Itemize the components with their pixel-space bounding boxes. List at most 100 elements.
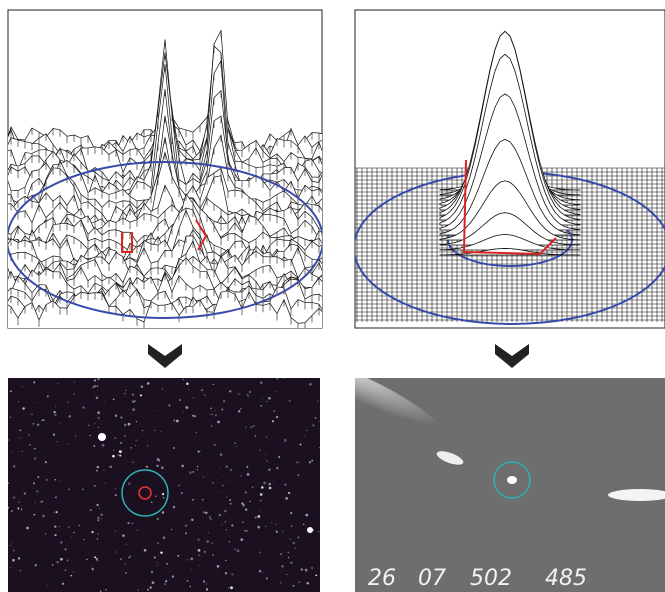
star [161, 466, 164, 469]
star [157, 542, 159, 544]
star [309, 383, 312, 386]
star [140, 385, 144, 388]
star [64, 569, 67, 571]
star [94, 556, 97, 559]
star [298, 581, 301, 583]
star [91, 530, 94, 534]
star [240, 538, 244, 542]
star [129, 555, 132, 557]
star [245, 426, 247, 428]
star [209, 517, 212, 521]
star [192, 471, 194, 473]
star [230, 586, 233, 590]
star [74, 435, 77, 437]
star [135, 420, 138, 423]
star [186, 579, 189, 582]
mesh-row [439, 180, 581, 241]
star [236, 549, 240, 553]
overlay-text: 485 [545, 566, 587, 591]
star [225, 465, 228, 468]
star [10, 510, 13, 513]
star [162, 536, 166, 540]
star [143, 548, 147, 552]
star [134, 400, 137, 402]
star [114, 493, 118, 497]
star [128, 556, 131, 559]
star [290, 561, 293, 564]
star [54, 534, 57, 537]
star [120, 558, 122, 560]
star [73, 531, 75, 534]
star [258, 569, 262, 573]
star [105, 482, 106, 484]
star [122, 534, 125, 537]
star [225, 529, 227, 531]
star [317, 400, 319, 402]
star [156, 410, 158, 412]
star [226, 496, 228, 498]
star [51, 564, 54, 566]
star [305, 513, 309, 517]
star [127, 422, 131, 426]
star [273, 410, 275, 412]
star [237, 410, 241, 413]
star [218, 491, 220, 493]
star [260, 405, 263, 407]
star [61, 582, 65, 585]
star [275, 530, 279, 533]
star [34, 564, 37, 567]
star [165, 580, 168, 583]
star [54, 478, 57, 481]
star [120, 416, 123, 419]
star [9, 416, 12, 419]
star [239, 407, 242, 410]
star [299, 461, 301, 463]
star [89, 509, 92, 512]
star [60, 541, 63, 544]
star [261, 398, 263, 400]
star [150, 571, 154, 574]
star [127, 521, 130, 525]
star [98, 433, 106, 441]
overlay-text: 26 [368, 566, 396, 591]
star [67, 443, 69, 445]
overlay-text: 502 [470, 566, 512, 591]
star [209, 414, 211, 416]
star [52, 433, 56, 436]
star [257, 515, 261, 518]
star [210, 425, 213, 427]
star [203, 511, 206, 514]
star [250, 425, 253, 429]
star [175, 419, 179, 423]
star [275, 415, 279, 419]
aperture-ring [493, 461, 531, 499]
star [196, 469, 199, 471]
star-image [8, 378, 320, 592]
star [56, 561, 59, 564]
star [281, 565, 284, 568]
star [103, 470, 105, 471]
star [36, 490, 39, 493]
star [73, 381, 75, 383]
star [299, 443, 302, 446]
mesh-row [439, 212, 581, 246]
star [192, 397, 194, 399]
star [258, 510, 260, 512]
star [166, 562, 169, 565]
star [124, 423, 127, 427]
star [52, 512, 54, 514]
star [192, 414, 195, 417]
star [93, 384, 97, 388]
star [149, 586, 152, 589]
star [185, 532, 187, 535]
star [179, 399, 181, 401]
arrow-down [495, 344, 529, 368]
star [244, 529, 247, 532]
star [157, 562, 159, 564]
star [71, 536, 73, 537]
star [297, 536, 300, 539]
star [288, 399, 291, 403]
star [12, 496, 16, 499]
star [146, 382, 150, 385]
